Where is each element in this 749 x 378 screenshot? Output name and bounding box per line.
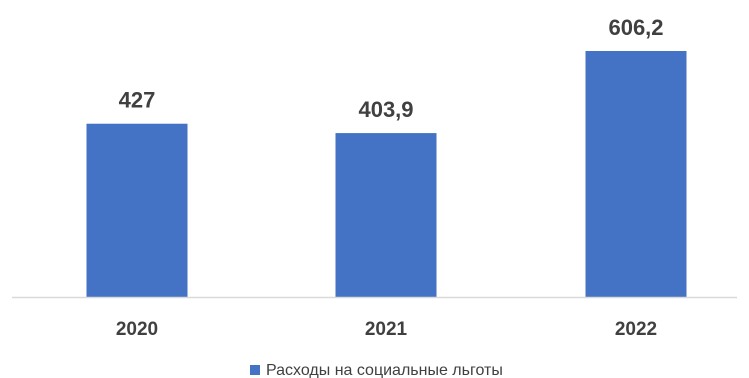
- bar-2022: [585, 51, 687, 297]
- x-tick-label-2020: 2020: [116, 319, 158, 340]
- bars-group: [86, 51, 687, 297]
- x-tick-label-2021: 2021: [365, 319, 408, 340]
- legend-label: Расходы на социальные льготы: [266, 362, 503, 378]
- data-label-2021: 403,9: [358, 97, 413, 122]
- bar-2021: [335, 133, 437, 297]
- x-tick-labels-group: 2020 2021 2022: [116, 319, 657, 340]
- value-labels-group: 427 403,9 606,2: [119, 15, 664, 122]
- data-label-2020: 427: [119, 88, 156, 113]
- data-label-2022: 606,2: [608, 15, 663, 40]
- legend: Расходы на социальные льготы: [250, 362, 503, 378]
- legend-swatch: [250, 365, 260, 375]
- bar-2020: [86, 123, 188, 297]
- x-tick-label-2022: 2022: [615, 319, 657, 340]
